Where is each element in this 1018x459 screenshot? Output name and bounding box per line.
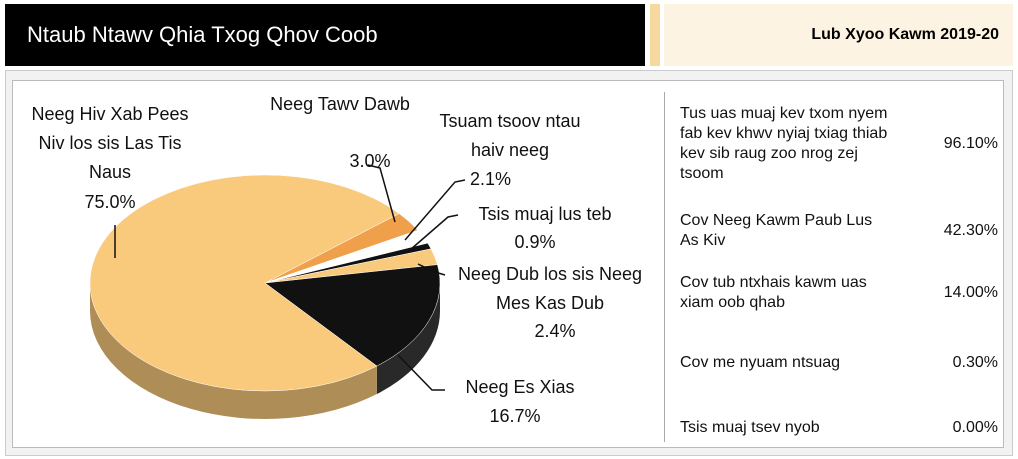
slice-label: Neeg Hiv Xab Pees Niv los sis Las Tis Na…: [31, 104, 189, 182]
slice-side: [89, 283, 377, 419]
slice-label: Neeg Tawv Dawb: [270, 94, 410, 114]
stat-row: Tus uas muaj kev txom nyem fab kev khwv …: [680, 92, 998, 196]
slice-label: Neeg Dub los sis Neeg Mes Kas Dub: [457, 264, 643, 313]
leader-line: [409, 214, 459, 251]
slice-label: Tsuam tsoov ntau haiv neeg: [439, 111, 581, 160]
leader-line: [404, 179, 466, 241]
slice-value: 75.0%: [84, 192, 136, 212]
header-title: Ntaub Ntawv Qhia Txog Qhov Coob: [5, 4, 645, 66]
stat-label: Cov me nyuam ntsuag: [680, 353, 841, 371]
slice-value: 2.4%: [534, 321, 576, 341]
header-gap: [650, 4, 660, 66]
divider: [664, 92, 665, 442]
stat-row: Cov me nyuam ntsuag 0.30%: [680, 340, 998, 385]
slice-side: [376, 283, 440, 395]
stat-row: Cov tub ntxhais kawm uas xiam oob qhab 14…: [680, 270, 998, 315]
slice-value: 2.1%: [470, 169, 512, 189]
leader-line: [367, 164, 396, 223]
stat-value: 0.30%: [952, 353, 998, 371]
stat-label: Tsis muaj tsev nyob: [680, 418, 820, 436]
slice-value: 3.0%: [349, 151, 391, 171]
leader-line: [397, 354, 445, 391]
slice: [264, 264, 441, 367]
stat-value: 42.30%: [943, 221, 998, 239]
header-subtitle: Lub Xyoo Kawm 2019-20: [664, 4, 1013, 66]
stat-row: Cov Neeg Kawm Paub Lus As Kiv 42.30%: [680, 208, 998, 253]
stat-label: Cov Neeg Kawm Paub Lus As Kiv: [680, 211, 873, 249]
stat-value: 0.00%: [952, 418, 998, 436]
slice-value: 16.7%: [489, 406, 541, 426]
slice: [89, 174, 400, 392]
stat-label: Tus uas muaj kev txom nyem fab kev khwv …: [680, 105, 888, 182]
slice-label: Tsis muaj lus teb: [478, 204, 612, 224]
slice-label: Neeg Es Xias: [465, 377, 575, 397]
stat-value: 14.00%: [943, 283, 998, 301]
stat-label: Cov tub ntxhais kawm uas xiam oob qhab: [680, 273, 867, 311]
slice-value: 0.9%: [514, 232, 556, 252]
stat-row: Tsis muaj tsev nyob 0.00%: [680, 405, 998, 450]
stat-value: 96.10%: [943, 135, 998, 152]
leader-line: [417, 263, 446, 276]
